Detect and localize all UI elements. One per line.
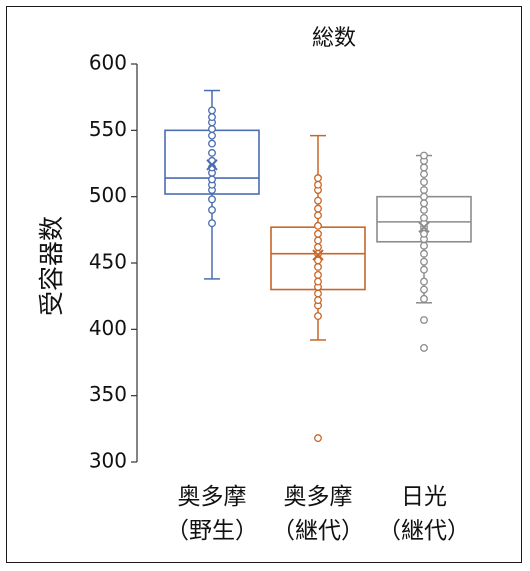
box-group [376,151,472,352]
data-point [420,163,428,172]
data-point [208,125,216,133]
data-point [314,204,322,213]
data-point [420,294,428,303]
data-point [420,249,428,258]
data-point [314,289,322,298]
data-point [314,196,322,205]
x-category-label: 奥多摩 [284,484,353,510]
data-point [314,434,322,443]
data-point [314,312,322,321]
data-point [208,131,216,140]
data-point [420,205,428,214]
y-tick-label: 300 [89,449,127,473]
y-axis-title: 受容器数 [37,216,66,316]
data-point [208,139,216,148]
data-point [314,174,322,183]
chart-title: 総数 [312,26,356,51]
data-point [208,175,216,184]
box-group [270,134,366,443]
data-point [420,170,428,179]
data-point [208,195,216,204]
data-point [420,285,428,294]
mean-marker [418,221,430,233]
data-point [314,277,322,286]
mean-marker [206,159,218,171]
x-category-sublabel: （継代） [378,518,470,544]
data-point [208,148,216,157]
data-point [420,178,428,187]
data-point [420,229,428,238]
data-point [208,205,216,214]
data-point [314,263,322,271]
data-point [314,236,322,245]
data-point [420,277,428,286]
data-point [420,213,428,222]
data-point [314,296,322,305]
y-tick-label: 450 [89,250,127,274]
data-point [314,221,322,230]
data-point [420,241,428,250]
x-category-label: 日光 [401,484,447,510]
data-point [420,265,428,274]
x-category-sublabel: （継代） [272,518,364,544]
chart-frame: 総数 受容器数 300 350 400 450 500 550 600 奥多摩 （野生） 奥多摩… [6,6,522,563]
data-point [314,270,322,279]
data-point [314,211,322,220]
y-tick-label: 350 [89,382,127,406]
data-point [420,186,428,194]
mean-marker [312,249,324,261]
x-category-label: 奥多摩 [178,484,247,510]
y-axis-label: 受容器数 [37,216,66,316]
y-ticks: 300 350 400 450 500 550 600 [89,51,137,473]
data-point [420,199,428,208]
x-categories: 奥多摩 （野生） 奥多摩 （継代） 日光 （継代） [166,484,470,544]
data-point [420,192,428,201]
data-point [314,243,322,252]
y-tick-label: 600 [89,51,127,75]
y-tick-label: 400 [89,316,127,340]
data-point [314,229,322,238]
y-tick-label: 500 [89,183,127,207]
data-point [208,106,216,115]
data-point [208,219,216,228]
y-tick-label: 550 [89,117,127,141]
box-group [164,89,260,280]
data-point [420,316,428,324]
x-category-sublabel: （野生） [166,518,258,544]
data-point [420,343,428,352]
data-point [314,180,322,189]
data-point [420,151,428,160]
data-point [420,257,428,266]
box-series [164,89,472,443]
data-point [208,113,216,122]
